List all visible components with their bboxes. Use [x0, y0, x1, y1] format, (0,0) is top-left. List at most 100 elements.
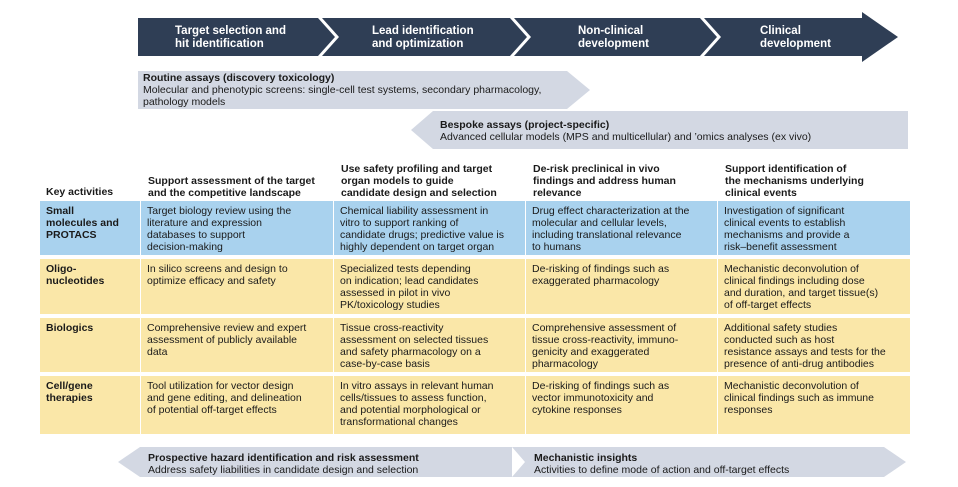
cell-line: PK/toxicology studies — [340, 299, 440, 311]
header-4-line1: Support identification of — [725, 163, 847, 175]
cell-line: exaggerated pharmacology — [532, 275, 660, 287]
cell-line: databases to support — [147, 229, 246, 241]
phase-arrow-1 — [138, 18, 335, 56]
cell-line: candidate drugs; predictive value is — [340, 229, 505, 241]
cell-line: assessment of publicly available — [147, 334, 297, 346]
header-3-line3: relevance — [533, 187, 582, 199]
prospective-line1: Address safety liabilities in candidate … — [148, 464, 419, 476]
cell-line: Chemical liability assessment in — [340, 205, 489, 217]
table-cell-r1-c2: Chemical liability assessment in vitro to… — [334, 201, 525, 255]
phase-3-line1: Non-clinical — [578, 25, 644, 37]
prospective-title: Prospective hazard identification and ri… — [148, 452, 419, 464]
header-1-line2: and the competitive landscape — [148, 187, 301, 199]
cell-line: and potential morphological or — [340, 404, 481, 416]
cell-line: Additional safety studies — [724, 322, 838, 334]
cell-line: Comprehensive review and expert — [147, 322, 307, 334]
table-cell-r3-c4: Additional safety studies conducted such … — [718, 318, 910, 372]
header-4-line2: the mechanisms underlying — [725, 175, 864, 187]
row-label-line: Biologics — [46, 322, 94, 334]
phase-2-line1: Lead identification — [372, 25, 474, 37]
table-cell-r3-c3: Comprehensive assessment of tissue cross-… — [526, 318, 717, 372]
phase-label-1: Target selection and hit identification — [175, 25, 286, 51]
cell-line: and gene editing, and delineation — [147, 392, 302, 404]
cell-line: molecular and cellular levels, — [532, 217, 667, 229]
table-cell-r1-c4: Investigation of significant clinical eve… — [718, 201, 910, 255]
phase-4-line1: Clinical — [760, 25, 801, 37]
table-cell-r2-c4: Mechanistic deconvolution of clinical fin… — [718, 259, 910, 314]
cell-line: of potential off-target effects — [147, 404, 277, 416]
cell-line: optimize efficacy and safety — [147, 275, 276, 287]
cell-line: transformational changes — [340, 416, 458, 428]
bespoke-line1: Advanced cellular models (MPS and multic… — [440, 131, 812, 143]
mechanistic-title: Mechanistic insights — [534, 452, 638, 464]
row-label-line: Cell/gene — [46, 380, 93, 392]
phase-label-3: Non-clinical development — [578, 25, 649, 51]
mechanistic-line1: Activities to define mode of action and … — [534, 464, 790, 476]
cell-line: responses — [724, 404, 773, 416]
header-2-line1: Use safety profiling and target — [341, 163, 493, 175]
cell-line: including translational relevance — [532, 229, 682, 241]
header-2-line3: candidate design and selection — [341, 187, 497, 199]
table-cell-r4-c3: De-risking of findings such as vector imm… — [526, 376, 717, 434]
routine-band-arrow — [138, 71, 590, 109]
cell-line: resistance assays and tests for the — [724, 346, 886, 358]
cell-line: data — [147, 346, 168, 358]
bespoke-title: Bespoke assays (project-specific) — [440, 119, 610, 131]
row-label-line: nucleotides — [46, 275, 105, 287]
cell-line: Mechanistic deconvolution of — [724, 380, 859, 392]
table-cell-r3-c1: Comprehensive review and expert assessmen… — [141, 318, 333, 372]
table-cell-r4-c1: Tool utilization for vector design and ge… — [141, 376, 333, 434]
cell-line: assessed in pilot in vivo — [340, 287, 451, 299]
cell-line: pharmacology — [532, 358, 598, 370]
cell-line: vector immunotoxicity and — [532, 392, 654, 404]
cell-line: In silico screens and design to — [147, 263, 288, 275]
row-label-line: therapies — [46, 392, 93, 404]
header-col-4: Support identification of the mechanisms… — [725, 163, 864, 199]
phase-arrow-3 — [514, 18, 717, 56]
phase-4-line2: development — [760, 38, 831, 50]
key-activities-label: Key activities — [46, 186, 114, 198]
bespoke-band-arrow — [411, 111, 908, 149]
cell-line: clinical events to establish — [724, 217, 846, 229]
table-cell-r2-c2: Specialized tests depending on indication… — [334, 259, 525, 314]
cell-line: assessment on selected tissues — [340, 334, 489, 346]
header-col-1: Support assessment of the target and the… — [148, 175, 315, 199]
phase-label-2: Lead identification and optimization — [372, 25, 474, 51]
cell-line: clinical findings such as immune — [724, 392, 874, 404]
phase-label-4: Clinical development — [760, 25, 831, 51]
cell-line: highly dependent on target organ — [340, 241, 495, 253]
cell-line: risk–benefit assessment — [724, 241, 837, 253]
cell-line: mechanisms and provide a — [724, 229, 850, 241]
row-label-line: Small — [46, 205, 75, 217]
row-label-3: Biologics — [40, 318, 140, 372]
phase-2-line2: and optimization — [372, 38, 464, 50]
cell-line: Investigation of significant — [724, 205, 845, 217]
row-label-line: PROTACS — [46, 229, 97, 241]
table-cell-r4-c4: Mechanistic deconvolution of clinical fin… — [718, 376, 910, 434]
cell-line: Drug effect characterization at the — [532, 205, 690, 217]
cell-line: Tool utilization for vector design — [147, 380, 294, 392]
phase-arrow-2 — [322, 18, 527, 56]
header-col-3: De-risk preclinical in vivo findings and… — [533, 163, 676, 199]
header-2-line2: organ models to guide — [341, 175, 454, 187]
row-label-1: Small molecules and PROTACS — [40, 201, 140, 255]
cell-line: cytokine responses — [532, 404, 622, 416]
cell-line: cells/tissues to assess function, — [340, 392, 487, 404]
cell-line: Specialized tests depending — [340, 263, 471, 275]
phase-1-line2: hit identification — [175, 38, 264, 50]
cell-line: genicity and exaggerated — [532, 346, 650, 358]
phase-3-line2: development — [578, 38, 649, 50]
cell-line: on indication; lead candidates — [340, 275, 479, 287]
cell-line: Tissue cross-reactivity — [340, 322, 444, 334]
prospective-hazard: Prospective hazard identification and ri… — [148, 452, 419, 476]
cell-line: tissue cross-reactivity, immuno- — [532, 334, 679, 346]
cell-line: Comprehensive assessment of — [532, 322, 677, 334]
row-label-2: Oligo-nucleotides — [40, 259, 140, 314]
prospective-band-arrow — [118, 447, 512, 477]
cell-line: and duration, and target tissue(s) — [724, 287, 879, 299]
cell-line: literature and expression — [147, 217, 262, 229]
table-cell-r2-c3: De-risking of findings such as exaggerate… — [526, 259, 717, 314]
cell-line: clinical findings including dose — [724, 275, 865, 287]
row-label-line: molecules and — [46, 217, 119, 229]
